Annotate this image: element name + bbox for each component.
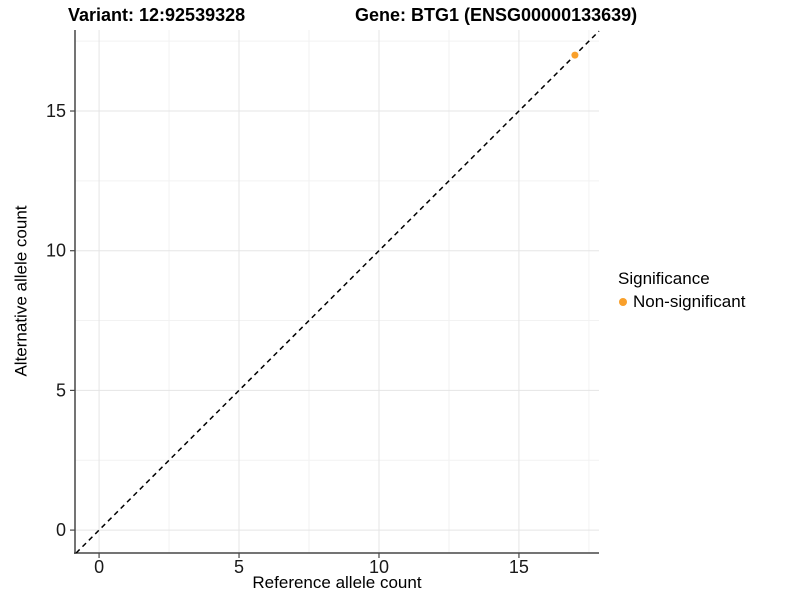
identity-dashed-line (75, 30, 600, 554)
legend-item-label: Non-significant (633, 292, 746, 311)
x-tick-label: 15 (509, 557, 529, 577)
y-axis-title: Alternative allele count (11, 205, 31, 377)
y-tick-label: 0 (56, 520, 66, 540)
y-tick-label: 5 (56, 380, 66, 400)
y-tick-label: 10 (46, 241, 66, 261)
plot-title-variant: Variant: 12:92539328 (68, 5, 246, 25)
point-swatch-icon (619, 298, 627, 306)
x-tick-label: 5 (234, 557, 244, 577)
x-axis-title: Reference allele count (252, 573, 422, 592)
y-tick-label: 15 (46, 101, 66, 121)
plot-title-gene: Gene: BTG1 (ENSG00000133639) (355, 5, 638, 25)
legend: Significance Non-significant (616, 268, 745, 312)
data-point (571, 51, 579, 59)
legend-title: Significance (618, 269, 710, 288)
x-tick-label: 10 (369, 557, 389, 577)
x-tick-label: 0 (94, 557, 104, 577)
legend-item-non-significant: Non-significant (616, 292, 745, 312)
